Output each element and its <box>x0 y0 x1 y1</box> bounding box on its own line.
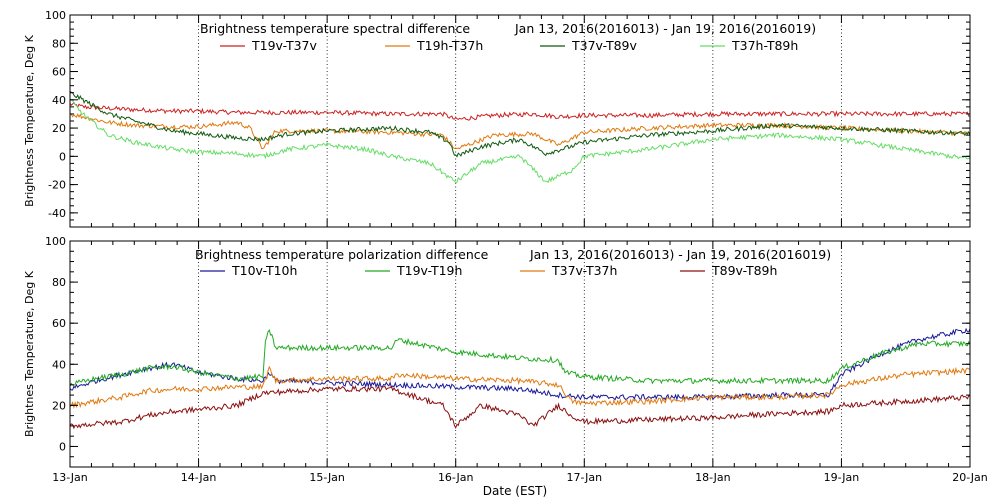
legend-entry: T19h-T37h <box>416 38 483 53</box>
chart-title: Brightness temperature spectral differen… <box>200 21 470 36</box>
y-tick-label: -20 <box>48 179 66 192</box>
x-tick-label: 15-Jan <box>309 471 345 484</box>
series-line-T19v-T37v <box>69 101 971 121</box>
x-tick-label: 19-Jan <box>824 471 860 484</box>
series-line-T37v-T37h <box>69 365 971 409</box>
y-tick-label: 40 <box>52 358 66 371</box>
y-tick-label: 0 <box>59 150 66 163</box>
x-tick-label: 18-Jan <box>695 471 731 484</box>
y-tick-label: 100 <box>45 9 66 22</box>
chart-subtitle: Jan 13, 2016(2016013) - Jan 19, 2016(201… <box>529 247 831 262</box>
x-tick-label: 20-Jan <box>952 471 988 484</box>
legend-entry: T89v-T89h <box>711 263 777 278</box>
legend-entry: T19v-T19h <box>396 263 462 278</box>
x-tick-label: 17-Jan <box>567 471 603 484</box>
y-tick-label: 80 <box>52 276 66 289</box>
y-tick-label: 60 <box>52 66 66 79</box>
series-line-T37v-T89v <box>69 90 971 158</box>
series-line-T19h-T37h <box>69 113 971 150</box>
y-axis-label: Brightnes Temperature, Deg K <box>23 270 36 437</box>
y-tick-label: 80 <box>52 37 66 50</box>
chart-title: Brightness temperature polarization diff… <box>195 247 489 262</box>
legend-entry: T10v-T10h <box>231 263 297 278</box>
legend-entry: T37v-T37h <box>551 263 617 278</box>
chart-subtitle: Jan 13, 2016(2016013) - Jan 19, 2016(201… <box>514 21 816 36</box>
series-line-T10v-T10h <box>69 327 971 401</box>
y-tick-label: -40 <box>48 207 66 220</box>
spectral-difference-panel: 100 80 60 40 20 0 -20 -40 Brightness Temperature… <box>23 9 971 228</box>
y-tick-label: 0 <box>59 440 66 453</box>
y-tick-label: 20 <box>52 399 66 412</box>
legend-entry: T19v-T37v <box>251 38 318 53</box>
y-tick-label: 60 <box>52 317 66 330</box>
series-line-T37h-T89h <box>69 99 970 184</box>
y-tick-label: 40 <box>52 94 66 107</box>
x-tick-label: 13-Jan <box>52 471 88 484</box>
y-tick-label: 100 <box>45 235 66 248</box>
plot-frame <box>69 240 971 468</box>
x-tick-label: 14-Jan <box>181 471 217 484</box>
series-line-T89v-T89h <box>69 384 971 430</box>
polarization-difference-panel: 100 80 60 40 20 0 13-Jan 14-Jan 15-Jan 16-Jan 17-J… <box>23 235 988 484</box>
x-axis-label: Date (EST) <box>483 484 547 498</box>
x-tick-label: 16-Jan <box>438 471 474 484</box>
legend-entry: T37v-T89v <box>571 38 638 53</box>
y-axis-label: Brightness Temperature, Deg K <box>23 34 36 206</box>
series-line-T19v-T19h <box>69 329 971 387</box>
y-tick-label: 20 <box>52 122 66 135</box>
legend-entry: T37h-T89h <box>731 38 798 53</box>
plot-frame <box>69 14 971 228</box>
